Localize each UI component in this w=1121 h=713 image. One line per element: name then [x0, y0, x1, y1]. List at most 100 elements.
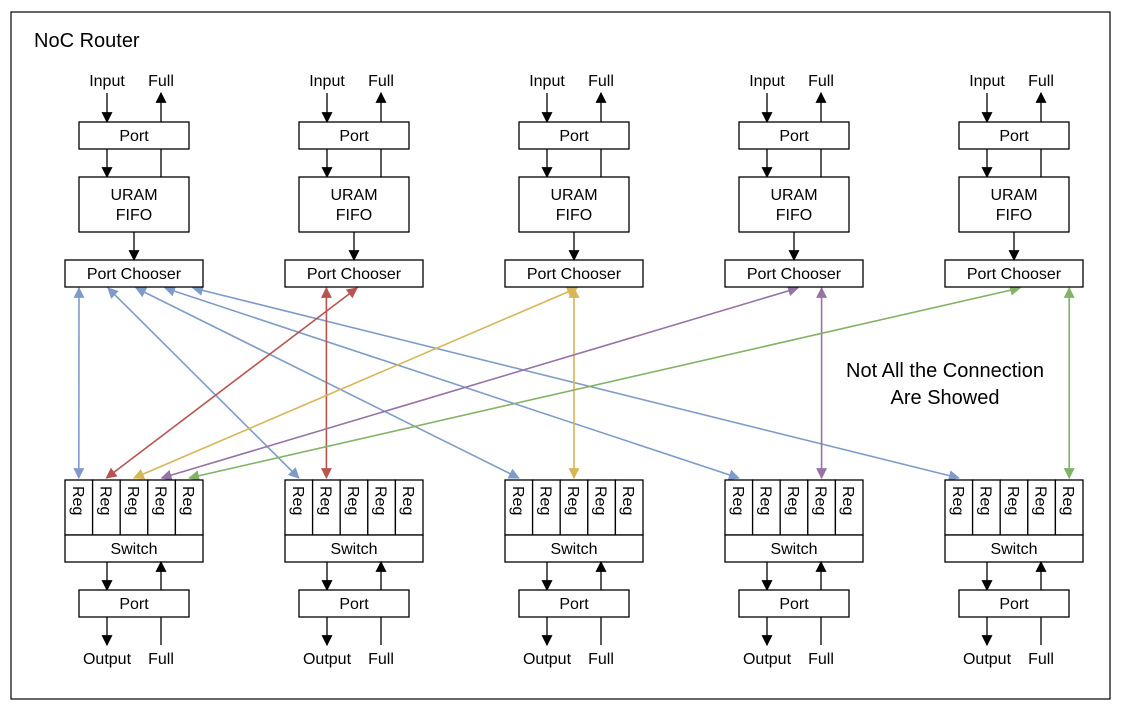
output-label: Output: [963, 651, 1012, 668]
output-full-label: Full: [368, 651, 394, 668]
reg-label: Reg: [1059, 486, 1076, 515]
fifo-label-line-1: URAM: [770, 187, 817, 204]
fifo-label-line-2: FIFO: [776, 207, 812, 224]
fifo-label-line-2: FIFO: [996, 207, 1032, 224]
fifo-label-line-1: URAM: [110, 187, 157, 204]
reg-label: Reg: [152, 486, 169, 515]
reg-label: Reg: [812, 486, 829, 515]
switch: [504, 534, 644, 563]
router-4: Input Full Port URAM FIFO Port Chooser Reg Reg R…: [724, 73, 864, 668]
reg-label: Reg: [96, 486, 113, 515]
uram-fifo: [298, 176, 410, 233]
router-5: Input Full Port URAM FIFO Port Chooser Reg Reg R…: [944, 73, 1084, 668]
output-port-label: Port: [779, 596, 809, 613]
reg-label: Reg: [756, 486, 773, 515]
port-chooser: [504, 259, 644, 288]
reg-label: Reg: [289, 486, 306, 515]
input-port: [298, 121, 410, 150]
diagram-title: NoC Router: [34, 30, 140, 52]
port-chooser: [724, 259, 864, 288]
reg-1: [64, 479, 94, 536]
fifo-label-line-2: FIFO: [116, 207, 152, 224]
reg-1: [284, 479, 314, 536]
reg-label: Reg: [976, 486, 993, 515]
switch: [944, 534, 1084, 563]
reg-label: Reg: [536, 486, 553, 515]
reg-label: Reg: [372, 486, 389, 515]
uram-fifo: [738, 176, 850, 233]
reg-label: Reg: [839, 486, 856, 515]
connection-chooser3-switch1: [132, 286, 579, 480]
full-label: Full: [148, 73, 174, 90]
input-label: Input: [309, 73, 345, 90]
full-label: Full: [368, 73, 394, 90]
full-label: Full: [808, 73, 834, 90]
switch-label: Switch: [990, 541, 1037, 558]
output-label: Output: [743, 651, 792, 668]
reg-label: Reg: [399, 486, 416, 515]
switch-label: Switch: [330, 541, 377, 558]
connections-layer: [73, 284, 1075, 482]
output-label: Output: [83, 651, 132, 668]
output-full-label: Full: [808, 651, 834, 668]
reg-5: [614, 479, 644, 536]
connection-chooser1-switch4: [163, 285, 740, 481]
input-port: [78, 121, 190, 150]
switch-label: Switch: [550, 541, 597, 558]
reg-label: Reg: [344, 486, 361, 515]
reg-5: [394, 479, 424, 536]
output-port: [78, 589, 190, 618]
input-port-label: Port: [779, 128, 809, 145]
output-port: [298, 589, 410, 618]
input-label: Input: [529, 73, 565, 90]
reg-5: [834, 479, 864, 536]
output-port-label: Port: [999, 596, 1029, 613]
reg-label: Reg: [1004, 486, 1021, 515]
uram-fifo: [958, 176, 1070, 233]
switch: [284, 534, 424, 563]
connection-chooser5-switch1: [188, 284, 1022, 482]
reg-1: [724, 479, 754, 536]
input-port-label: Port: [339, 128, 369, 145]
input-label: Input: [969, 73, 1005, 90]
note-line-1: Not All the Connection: [846, 360, 1044, 382]
output-port: [518, 589, 630, 618]
port-chooser-label: Port Chooser: [527, 266, 622, 283]
note-line-2: Are Showed: [891, 387, 1000, 409]
reg-label: Reg: [179, 486, 196, 515]
input-label: Input: [89, 73, 125, 90]
input-port-label: Port: [119, 128, 149, 145]
connection-chooser1-switch5: [191, 285, 960, 481]
routers-layer: Input Full Port URAM FIFO Port Chooser Reg Reg R…: [64, 73, 1084, 668]
input-port-label: Port: [559, 128, 589, 145]
input-port: [518, 121, 630, 150]
port-chooser-label: Port Chooser: [307, 266, 402, 283]
port-chooser: [944, 259, 1084, 288]
output-port-label: Port: [559, 596, 589, 613]
fifo-label-line-2: FIFO: [556, 207, 592, 224]
port-chooser-label: Port Chooser: [747, 266, 842, 283]
output-full-label: Full: [148, 651, 174, 668]
reg-4: [367, 479, 397, 536]
output-full-label: Full: [588, 651, 614, 668]
reg-label: Reg: [784, 486, 801, 515]
reg-2: [751, 479, 781, 536]
connection-chooser4-switch1: [160, 285, 800, 481]
output-label: Output: [523, 651, 572, 668]
reg-label: Reg: [729, 486, 746, 515]
router-3: Input Full Port URAM FIFO Port Chooser Reg Reg R…: [504, 73, 644, 668]
switch: [64, 534, 204, 563]
reg-label: Reg: [1032, 486, 1049, 515]
fifo-label-line-1: URAM: [550, 187, 597, 204]
reg-label: Reg: [69, 486, 86, 515]
output-port: [958, 589, 1070, 618]
input-port: [738, 121, 850, 150]
connection-chooser1-switch2: [107, 287, 300, 479]
input-port: [958, 121, 1070, 150]
switch-label: Switch: [770, 541, 817, 558]
router-2: Input Full Port URAM FIFO Port Chooser Reg Reg R…: [284, 73, 424, 668]
fifo-label-line-2: FIFO: [336, 207, 372, 224]
full-label: Full: [588, 73, 614, 90]
connection-chooser1-switch3: [135, 287, 520, 479]
